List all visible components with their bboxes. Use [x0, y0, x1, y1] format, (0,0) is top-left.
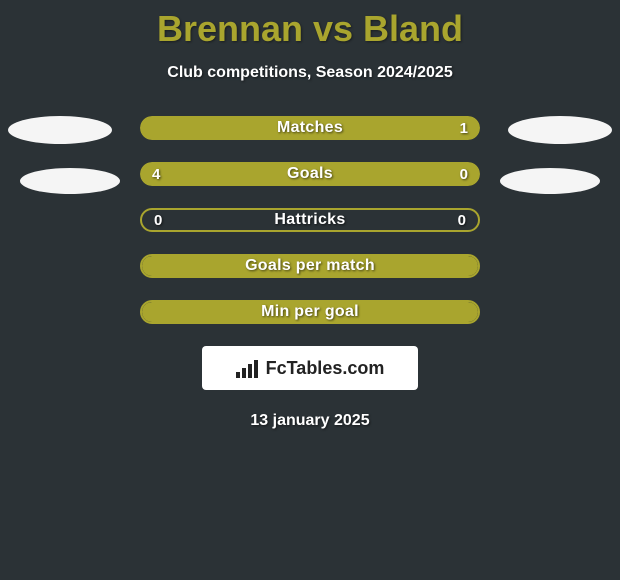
- stat-row: Min per goal: [140, 300, 480, 324]
- chart-area: Matches1Goals40Hattricks00Goals per matc…: [0, 116, 620, 430]
- infographic-container: Brennan vs Bland Club competitions, Seas…: [0, 0, 620, 580]
- stat-row: Goals per match: [140, 254, 480, 278]
- stat-rows: Matches1Goals40Hattricks00Goals per matc…: [0, 116, 620, 324]
- stat-label: Min per goal: [142, 302, 478, 322]
- page-title: Brennan vs Bland: [0, 0, 620, 50]
- player-blob-left-2: [20, 168, 120, 194]
- stat-row: Goals4 0: [140, 162, 480, 186]
- player-blob-left-1: [8, 116, 112, 144]
- logo-box: FcTables.com: [202, 346, 418, 390]
- stat-value-right: 0: [460, 162, 468, 186]
- logo-text: FcTables.com: [266, 358, 385, 379]
- player-blob-right-1: [508, 116, 612, 144]
- stat-label: Hattricks: [142, 210, 478, 230]
- stat-value-right: 0: [458, 210, 466, 230]
- stat-value-right: 1: [460, 116, 468, 140]
- stat-row: Hattricks0 0: [140, 208, 480, 232]
- date-text: 13 january 2025: [0, 412, 620, 430]
- stat-label: Matches: [140, 116, 480, 140]
- stat-value-left: 4: [152, 162, 160, 186]
- stat-row: Matches1: [140, 116, 480, 140]
- stat-label: Goals per match: [142, 256, 478, 276]
- player-blob-right-2: [500, 168, 600, 194]
- stat-label: Goals: [140, 162, 480, 186]
- subtitle: Club competitions, Season 2024/2025: [0, 64, 620, 82]
- bar-chart-icon: [236, 358, 260, 378]
- stat-value-left: 0: [154, 210, 162, 230]
